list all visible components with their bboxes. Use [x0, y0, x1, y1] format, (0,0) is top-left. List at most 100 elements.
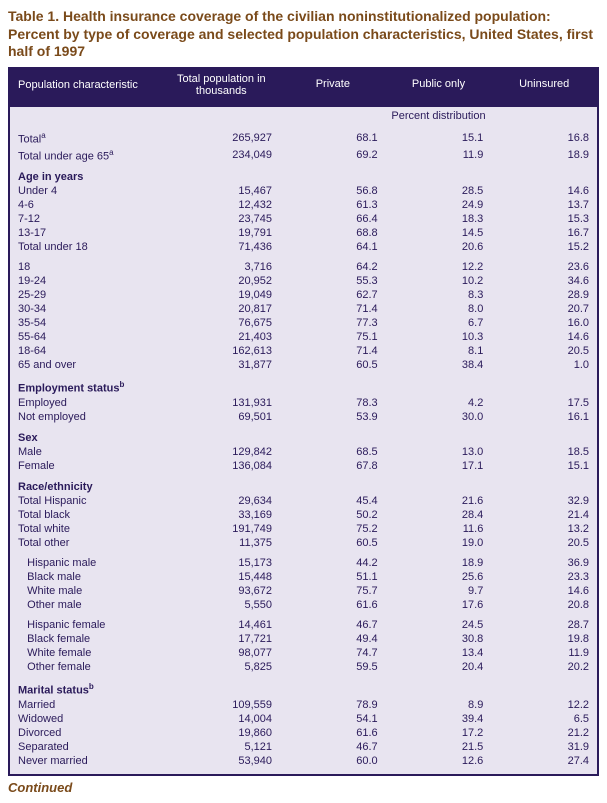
cell-pub: 8.9 — [386, 698, 492, 712]
row-label: Black female — [10, 632, 163, 646]
table-row: Race/ethnicity — [10, 473, 597, 494]
cell-unins: 28.9 — [491, 288, 597, 302]
cell-pop: 20,817 — [163, 302, 280, 316]
row-label: Never married — [10, 754, 163, 768]
cell-unins: 14.6 — [491, 584, 597, 598]
table-row: Other male5,55061.617.620.8 — [10, 598, 597, 612]
cell-priv: 60.5 — [280, 358, 386, 372]
cell-priv: 61.6 — [280, 726, 386, 740]
cell-pub: 12.6 — [386, 754, 492, 768]
cell-unins: 13.2 — [491, 522, 597, 536]
row-label: 35-54 — [10, 316, 163, 330]
row-label: Total other — [10, 536, 163, 550]
insurance-table: Population characteristic Total populati… — [10, 67, 597, 774]
row-label: Total under age 65a — [10, 147, 163, 164]
table-header-row: Population characteristic Total populati… — [10, 67, 597, 107]
cell-unins: 18.9 — [491, 147, 597, 164]
cell-pub: 17.1 — [386, 459, 492, 473]
cell-unins: 6.5 — [491, 712, 597, 726]
cell-unins: 11.9 — [491, 646, 597, 660]
cell-priv: 69.2 — [280, 147, 386, 164]
table-row: Age in years — [10, 163, 597, 184]
table-row: Not employed69,50153.930.016.1 — [10, 410, 597, 424]
cell-priv: 61.6 — [280, 598, 386, 612]
cell-pub: 10.3 — [386, 330, 492, 344]
cell-pub: 13.0 — [386, 445, 492, 459]
cell-pop: 21,403 — [163, 330, 280, 344]
section-label: Employment statusb — [10, 372, 597, 396]
cell-priv: 74.7 — [280, 646, 386, 660]
row-label: Hispanic male — [10, 556, 163, 570]
cell-unins: 16.0 — [491, 316, 597, 330]
cell-pop: 15,173 — [163, 556, 280, 570]
cell-priv: 75.2 — [280, 522, 386, 536]
cell-priv: 78.9 — [280, 698, 386, 712]
table-row: Under 415,46756.828.514.6 — [10, 184, 597, 198]
cell-pop: 15,448 — [163, 570, 280, 584]
cell-pub: 10.2 — [386, 274, 492, 288]
row-label: Employed — [10, 396, 163, 410]
table-row: 65 and over31,87760.538.41.0 — [10, 358, 597, 372]
row-label: Total white — [10, 522, 163, 536]
cell-pop: 12,432 — [163, 198, 280, 212]
cell-pop: 19,860 — [163, 726, 280, 740]
table-row: 35-5476,67577.36.716.0 — [10, 316, 597, 330]
cell-priv: 68.8 — [280, 226, 386, 240]
row-label: Total Hispanic — [10, 494, 163, 508]
cell-unins: 21.2 — [491, 726, 597, 740]
table-row: Total under 1871,43664.120.615.2 — [10, 240, 597, 254]
cell-unins: 14.6 — [491, 184, 597, 198]
cell-pop: 11,375 — [163, 536, 280, 550]
cell-unins: 15.1 — [491, 459, 597, 473]
cell-pub: 8.1 — [386, 344, 492, 358]
table-row: Male129,84268.513.018.5 — [10, 445, 597, 459]
table-row: 18-64162,61371.48.120.5 — [10, 344, 597, 358]
row-label: Not employed — [10, 410, 163, 424]
table-body: Percent distribution Totala265,92768.115… — [10, 107, 597, 774]
cell-priv: 62.7 — [280, 288, 386, 302]
cell-unins: 16.1 — [491, 410, 597, 424]
cell-pub: 24.9 — [386, 198, 492, 212]
cell-pub: 19.0 — [386, 536, 492, 550]
cell-priv: 55.3 — [280, 274, 386, 288]
cell-pop: 136,084 — [163, 459, 280, 473]
cell-pop: 109,559 — [163, 698, 280, 712]
cell-pub: 24.5 — [386, 618, 492, 632]
cell-priv: 46.7 — [280, 618, 386, 632]
cell-priv: 51.1 — [280, 570, 386, 584]
row-label: 30-34 — [10, 302, 163, 316]
cell-pub: 30.8 — [386, 632, 492, 646]
cell-unins: 20.2 — [491, 660, 597, 674]
cell-pop: 33,169 — [163, 508, 280, 522]
cell-priv: 64.1 — [280, 240, 386, 254]
cell-pop: 234,049 — [163, 147, 280, 164]
cell-priv: 66.4 — [280, 212, 386, 226]
cell-unins: 28.7 — [491, 618, 597, 632]
cell-priv: 54.1 — [280, 712, 386, 726]
cell-pub: 15.1 — [386, 130, 492, 147]
cell-pub: 8.3 — [386, 288, 492, 302]
cell-pop: 5,825 — [163, 660, 280, 674]
cell-unins: 16.8 — [491, 130, 597, 147]
table-row: Divorced19,86061.617.221.2 — [10, 726, 597, 740]
table-row: White male93,67275.79.714.6 — [10, 584, 597, 598]
cell-unins: 17.5 — [491, 396, 597, 410]
cell-unins: 20.5 — [491, 344, 597, 358]
cell-pop: 14,461 — [163, 618, 280, 632]
cell-unins: 14.6 — [491, 330, 597, 344]
cell-pop: 31,877 — [163, 358, 280, 372]
section-label: Sex — [10, 424, 597, 445]
cell-pop: 191,749 — [163, 522, 280, 536]
cell-pop: 265,927 — [163, 130, 280, 147]
cell-priv: 71.4 — [280, 302, 386, 316]
cell-priv: 49.4 — [280, 632, 386, 646]
table-row: Employment statusb — [10, 372, 597, 396]
cell-pop: 76,675 — [163, 316, 280, 330]
cell-pop: 5,550 — [163, 598, 280, 612]
row-label: White female — [10, 646, 163, 660]
cell-pop: 131,931 — [163, 396, 280, 410]
cell-pop: 129,842 — [163, 445, 280, 459]
cell-unins: 20.7 — [491, 302, 597, 316]
row-label: Female — [10, 459, 163, 473]
cell-pub: 20.6 — [386, 240, 492, 254]
